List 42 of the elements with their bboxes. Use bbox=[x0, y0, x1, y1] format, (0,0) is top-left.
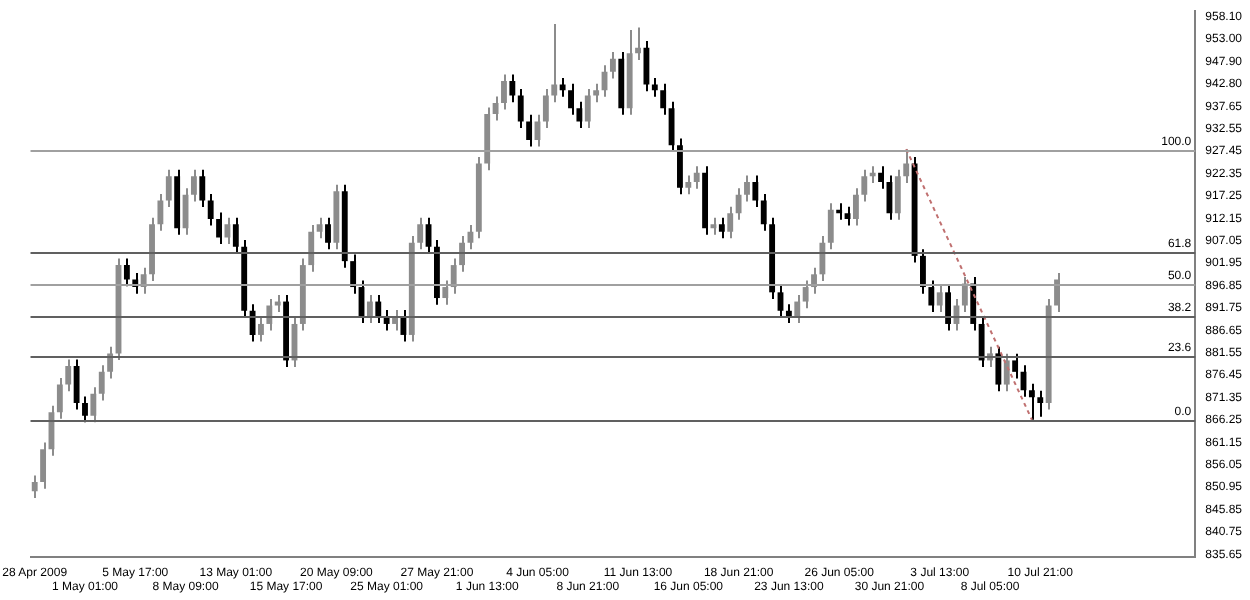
candlestick bbox=[1037, 389, 1044, 418]
candlestick bbox=[961, 275, 968, 314]
candlestick bbox=[643, 40, 650, 93]
candlestick bbox=[827, 202, 834, 251]
candlestick bbox=[366, 293, 373, 325]
candlestick bbox=[685, 174, 692, 196]
candlestick bbox=[727, 205, 734, 240]
candlestick bbox=[794, 293, 801, 325]
candlestick bbox=[249, 303, 256, 343]
candlestick bbox=[894, 168, 901, 221]
candlestick bbox=[584, 87, 591, 130]
candlestick bbox=[526, 113, 533, 148]
candlestick bbox=[651, 76, 658, 98]
candlestick bbox=[945, 284, 952, 332]
candlestick bbox=[920, 248, 926, 295]
candlestick bbox=[735, 187, 742, 221]
candlestick bbox=[400, 308, 407, 343]
candlestick bbox=[308, 224, 315, 273]
candlestick bbox=[517, 87, 524, 130]
candlestick bbox=[375, 293, 382, 325]
candlestick bbox=[82, 395, 88, 424]
candlestick bbox=[325, 216, 331, 251]
candlestick bbox=[928, 279, 935, 314]
candlestick bbox=[207, 192, 214, 227]
candlestick bbox=[1054, 272, 1060, 314]
candlestick bbox=[73, 358, 80, 411]
candlestick bbox=[199, 168, 206, 209]
candlestick bbox=[744, 174, 750, 203]
candlestick bbox=[844, 205, 851, 227]
candlestick bbox=[123, 257, 130, 288]
candlestick bbox=[216, 211, 222, 246]
candlestick bbox=[1003, 352, 1010, 393]
candlestick bbox=[258, 316, 264, 343]
candlestick bbox=[568, 82, 574, 116]
candlestick bbox=[509, 73, 516, 104]
candlestick bbox=[718, 216, 725, 240]
candlestick bbox=[31, 474, 38, 499]
candlestick bbox=[995, 345, 1002, 393]
candlestick bbox=[165, 168, 172, 209]
candlestick bbox=[609, 51, 616, 80]
candlestick bbox=[936, 284, 943, 314]
candlestick bbox=[693, 165, 700, 190]
